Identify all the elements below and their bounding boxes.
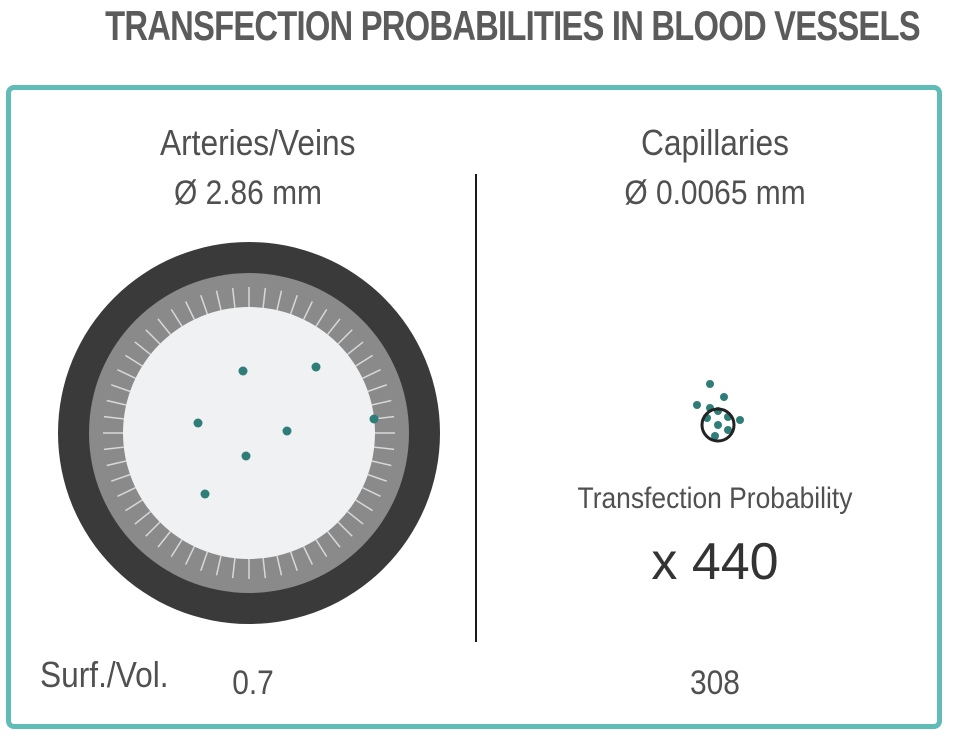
endothelium-cell-border bbox=[371, 460, 392, 467]
capillary-wall bbox=[700, 407, 736, 443]
endothelium-cell-border bbox=[106, 399, 127, 406]
page-title: TRANSFECTION PROBABILITIES IN BLOOD VESS… bbox=[105, 2, 920, 49]
endothelium-cell-border bbox=[145, 521, 161, 537]
comparison-panel bbox=[6, 85, 942, 729]
endothelium-cell-border bbox=[347, 341, 364, 356]
endothelium-cell-border bbox=[215, 290, 222, 311]
transfection-probability-value: x 440 bbox=[651, 533, 779, 591]
particle bbox=[282, 426, 292, 436]
endothelium-cell-border bbox=[362, 486, 381, 498]
capillaries-surf-vol: 308 bbox=[690, 664, 740, 702]
endothelium-cell-border bbox=[367, 473, 388, 482]
surf-vol-label: Surf./Vol. bbox=[40, 654, 169, 695]
particle bbox=[238, 366, 248, 376]
artery-cross-section bbox=[58, 242, 440, 624]
endothelium-cell-border bbox=[145, 329, 161, 345]
endothelium-cell-border bbox=[276, 555, 283, 576]
endothelium-cell-border bbox=[302, 546, 314, 565]
endothelium-cell-border bbox=[262, 558, 267, 579]
endothelium-cell-border bbox=[326, 318, 341, 335]
arteries-diameter: Ø 2.86 mm bbox=[173, 174, 322, 212]
endothelium-cell-border bbox=[315, 308, 328, 327]
endothelium-cell-border bbox=[170, 539, 183, 558]
endothelium-cell-border bbox=[337, 521, 353, 537]
particle bbox=[193, 418, 203, 428]
endothelium-cell-border bbox=[117, 368, 136, 380]
endothelium-cell-border bbox=[124, 499, 143, 512]
arteries-surf-vol: 0.7 bbox=[232, 664, 274, 702]
endothelium-cell-border bbox=[326, 531, 341, 548]
particle bbox=[693, 401, 701, 409]
endothelium-cell-border bbox=[170, 308, 183, 327]
endothelium-cell-border bbox=[231, 287, 236, 308]
endothelium-cell-border bbox=[302, 301, 314, 320]
endothelium-cell-border bbox=[262, 287, 267, 308]
endothelium-cell-border bbox=[110, 384, 131, 393]
capillaries-title: Capillaries bbox=[641, 122, 789, 163]
particle bbox=[369, 414, 379, 424]
endothelium-cell-border bbox=[200, 551, 209, 572]
endothelium-cell-border bbox=[200, 294, 209, 315]
capillary-cross-section bbox=[693, 380, 744, 443]
endothelium-cell-border bbox=[315, 539, 328, 558]
endothelium-cell-border bbox=[276, 290, 283, 311]
endothelium-cell-border bbox=[362, 368, 381, 380]
endothelium-cell-border bbox=[184, 546, 196, 565]
particle bbox=[200, 489, 210, 499]
endothelium-cell-border bbox=[124, 354, 143, 367]
particle bbox=[706, 380, 714, 388]
vessel-lumen bbox=[123, 307, 375, 559]
endothelium-cell-border bbox=[371, 399, 392, 406]
endothelium-cell-border bbox=[355, 499, 374, 512]
endothelium-cell-border bbox=[106, 460, 127, 467]
capillaries-diameter: Ø 0.0065 mm bbox=[624, 174, 806, 212]
particle bbox=[720, 393, 728, 401]
endothelium-cell-border bbox=[289, 294, 298, 315]
particle bbox=[711, 432, 719, 440]
endothelium-cell-border bbox=[117, 486, 136, 498]
arteries-title: Arteries/Veins bbox=[160, 122, 356, 163]
endothelium-cell-border bbox=[157, 318, 172, 335]
endothelium-cell-border bbox=[367, 384, 388, 393]
artery-particles bbox=[193, 362, 379, 499]
particle bbox=[241, 451, 251, 461]
column-divider bbox=[475, 174, 477, 642]
endothelium-cell-border bbox=[337, 329, 353, 345]
endothelium-cell-border bbox=[289, 551, 298, 572]
endothelium-cell-border bbox=[347, 510, 364, 525]
endothelium-cell-border bbox=[103, 415, 124, 420]
particle bbox=[714, 421, 722, 429]
endothelium-cell-border bbox=[103, 446, 124, 451]
endothelium-cell-border bbox=[374, 446, 395, 451]
endothelium-cell-border bbox=[231, 558, 236, 579]
endothelium-cell-border bbox=[110, 473, 131, 482]
endothelium-cell-border bbox=[134, 341, 151, 356]
endothelium-cell-border bbox=[157, 531, 172, 548]
endothelium-cell-border bbox=[184, 301, 196, 320]
particle bbox=[311, 362, 321, 372]
endothelium-cell-border bbox=[355, 354, 374, 367]
transfection-probability-label: Transfection Probability bbox=[577, 482, 853, 515]
particle bbox=[736, 416, 744, 424]
capillary-particles bbox=[693, 380, 744, 440]
particle bbox=[724, 426, 732, 434]
endothelium-cell-border bbox=[215, 555, 222, 576]
endothelium-cell-border bbox=[134, 510, 151, 525]
